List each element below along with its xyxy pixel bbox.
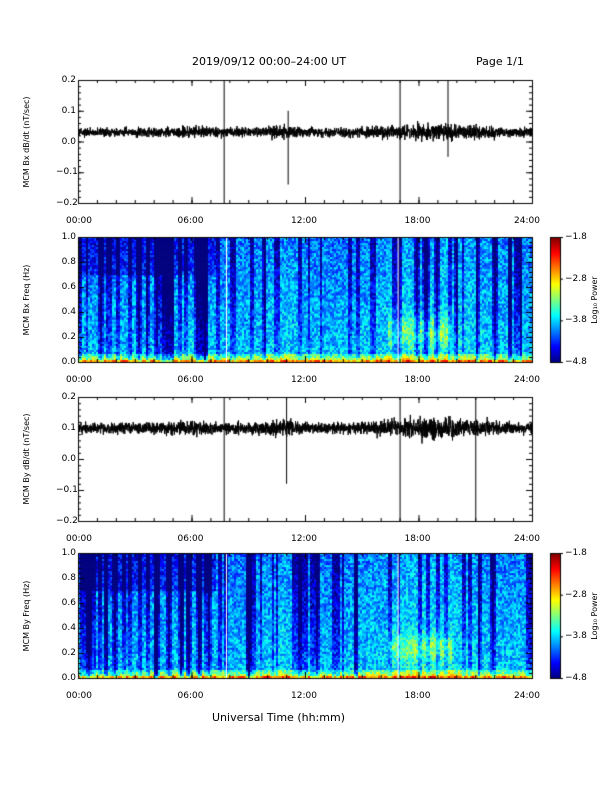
- y-axis-label: MCM By dB/dt (nT/sec): [22, 413, 31, 505]
- y-tick-label: 0.6: [61, 598, 76, 608]
- colorbar-tick-label: −1.8: [565, 548, 587, 558]
- colorbar-label: Log₁₀ Power: [590, 591, 599, 640]
- y-tick-label: 0.4: [61, 307, 76, 317]
- y-tick-label: −0.1: [56, 485, 78, 495]
- x-tick-label: 24:00: [514, 375, 540, 385]
- colorbar-tick-label: −1.8: [565, 232, 587, 242]
- y-tick-label: 0.4: [61, 623, 76, 633]
- x-tick-label: 18:00: [404, 534, 431, 544]
- x-tick-label: 00:00: [66, 691, 92, 701]
- x-tick-label: 24:00: [514, 216, 540, 226]
- y-tick-label: −0.2: [56, 198, 78, 208]
- y-tick-label: 0.2: [61, 332, 76, 342]
- y-tick-label: 0.1: [61, 423, 76, 433]
- y-tick-label: 0.2: [61, 75, 76, 85]
- y-axis-label: MCM By Freq (Hz): [22, 580, 31, 651]
- colorbar-tick-label: −4.8: [565, 673, 587, 683]
- y-tick-label: 0.8: [61, 573, 76, 583]
- x-tick-label: 06:00: [177, 375, 204, 385]
- y-tick-label: 0.2: [61, 648, 76, 658]
- colorbar-tick-label: −4.8: [565, 357, 587, 367]
- colorbar-tick-label: −2.8: [565, 273, 587, 284]
- y-tick-label: 1.0: [61, 232, 76, 242]
- x-tick-label: 00:00: [66, 375, 92, 385]
- x-tick-label: 24:00: [514, 691, 540, 701]
- x-tick-label: 00:00: [66, 216, 92, 226]
- y-tick-label: 0.2: [61, 392, 76, 402]
- y-tick-label: 0.6: [61, 282, 76, 292]
- x-axis-title: Universal Time (hh:mm): [212, 711, 345, 724]
- y-axis-label: MCM Bx dB/dt (nT/sec): [22, 95, 31, 188]
- y-tick-label: 0.0: [61, 136, 76, 147]
- colorbar-tick-label: −3.8: [565, 315, 587, 326]
- x-tick-label: 18:00: [404, 375, 431, 385]
- x-tick-label: 12:00: [291, 216, 317, 226]
- y-tick-label: 1.0: [61, 548, 76, 558]
- x-tick-label: 24:00: [514, 534, 540, 544]
- x-tick-label: 12:00: [291, 691, 317, 701]
- y-tick-label: 0.8: [61, 257, 76, 267]
- y-tick-label: 0.1: [61, 105, 76, 116]
- x-tick-label: 06:00: [177, 216, 204, 226]
- page-number: Page 1/1: [476, 55, 524, 68]
- colorbar-tick-label: −2.8: [565, 589, 587, 600]
- y-axis-label: MCM Bx Freq (Hz): [22, 264, 31, 335]
- x-tick-label: 18:00: [404, 691, 431, 701]
- y-tick-label: 0.0: [61, 454, 76, 464]
- x-tick-label: 12:00: [291, 375, 317, 385]
- colorbar-tick-label: −3.8: [565, 631, 587, 642]
- y-tick-label: −0.2: [56, 516, 78, 526]
- colorbar-label: Log₁₀ Power: [590, 275, 599, 324]
- x-tick-label: 06:00: [177, 534, 204, 544]
- y-tick-label: −0.1: [56, 167, 78, 178]
- x-tick-label: 18:00: [404, 216, 431, 226]
- x-tick-label: 12:00: [291, 534, 317, 544]
- y-tick-label: 0.0: [61, 673, 76, 683]
- x-tick-label: 06:00: [177, 691, 204, 701]
- page-title: 2019/09/12 00:00–24:00 UT: [192, 55, 347, 68]
- x-tick-label: 00:00: [66, 534, 92, 544]
- y-tick-label: 0.0: [61, 357, 76, 367]
